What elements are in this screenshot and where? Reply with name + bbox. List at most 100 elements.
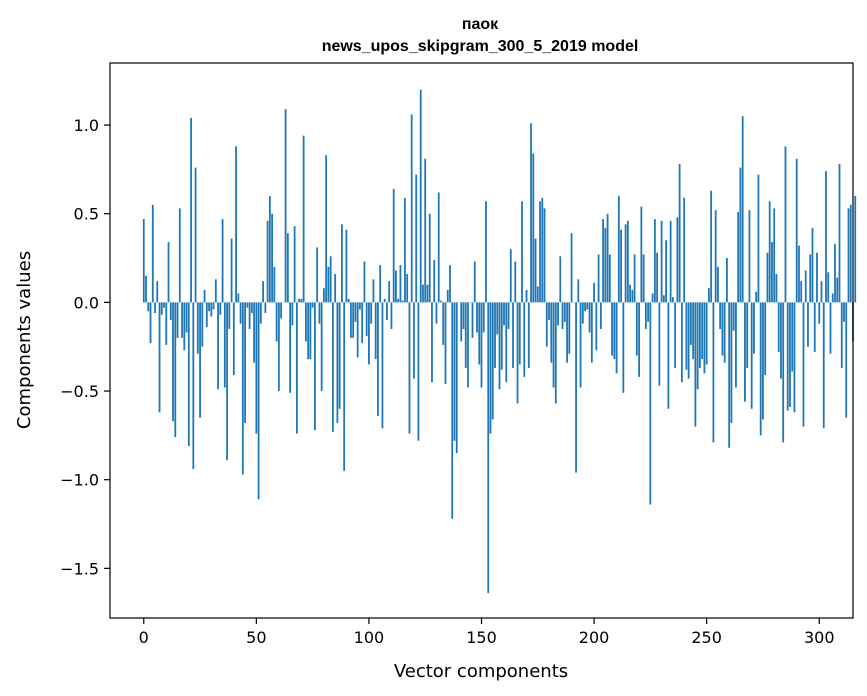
bar bbox=[338, 302, 341, 409]
bar bbox=[174, 302, 177, 438]
bar bbox=[154, 302, 156, 314]
bar bbox=[235, 146, 237, 303]
bar bbox=[219, 302, 222, 315]
bar bbox=[818, 302, 821, 324]
bar bbox=[145, 275, 147, 303]
bar bbox=[532, 153, 535, 303]
bar bbox=[741, 116, 744, 303]
bar bbox=[178, 208, 181, 303]
bar bbox=[255, 302, 258, 434]
bar bbox=[273, 266, 276, 303]
bar bbox=[496, 302, 499, 335]
y-tick-label: −1.5 bbox=[60, 559, 99, 578]
bar bbox=[597, 254, 600, 303]
bar bbox=[615, 302, 618, 374]
bar bbox=[185, 302, 188, 333]
bar bbox=[606, 213, 609, 303]
bar bbox=[804, 270, 807, 303]
bar bbox=[575, 302, 577, 473]
bar bbox=[836, 277, 839, 303]
bar bbox=[732, 302, 735, 331]
bar bbox=[834, 243, 836, 303]
bar bbox=[789, 302, 791, 407]
bar bbox=[205, 302, 208, 328]
bar bbox=[800, 281, 803, 303]
bar bbox=[473, 261, 476, 303]
bar bbox=[372, 279, 375, 303]
bar bbox=[649, 302, 652, 505]
bar bbox=[347, 298, 350, 303]
bar bbox=[160, 302, 163, 315]
x-axis: 0 50 100 150 200 250 300 bbox=[139, 618, 835, 647]
bar bbox=[388, 281, 391, 303]
bar bbox=[246, 302, 249, 308]
y-tick-label: 1.0 bbox=[74, 116, 99, 135]
bar bbox=[332, 302, 334, 432]
bar bbox=[494, 302, 496, 368]
bar bbox=[500, 302, 503, 370]
bar bbox=[604, 227, 607, 303]
bar bbox=[660, 220, 663, 303]
bar bbox=[467, 302, 469, 388]
bar bbox=[536, 286, 539, 303]
y-tick-label: 0.0 bbox=[74, 293, 99, 312]
bar bbox=[214, 279, 217, 303]
bar bbox=[570, 233, 573, 303]
bar bbox=[705, 302, 708, 365]
bar bbox=[228, 302, 231, 329]
bar bbox=[669, 220, 672, 303]
bar bbox=[361, 302, 364, 344]
bar bbox=[843, 302, 845, 322]
x-axis-label: Vector components bbox=[394, 661, 568, 682]
bar bbox=[210, 302, 213, 317]
bar bbox=[221, 219, 224, 303]
bar bbox=[642, 254, 645, 303]
bar bbox=[230, 238, 233, 303]
bar bbox=[813, 302, 816, 353]
bar bbox=[440, 300, 442, 303]
chart-title: паок bbox=[462, 16, 499, 33]
bar bbox=[563, 302, 566, 322]
bar bbox=[471, 302, 474, 338]
bar bbox=[665, 240, 668, 303]
bar bbox=[775, 274, 778, 303]
bar bbox=[816, 252, 818, 303]
bar bbox=[827, 272, 830, 303]
bar bbox=[620, 229, 622, 303]
bar bbox=[516, 302, 519, 404]
bar bbox=[163, 302, 165, 308]
bar bbox=[268, 195, 271, 303]
bar bbox=[223, 302, 226, 388]
bar bbox=[507, 302, 510, 329]
bar bbox=[644, 302, 647, 329]
bar bbox=[845, 302, 848, 418]
bar bbox=[158, 302, 161, 413]
bar bbox=[671, 297, 674, 303]
bar bbox=[577, 279, 580, 303]
bar bbox=[149, 302, 152, 344]
bar bbox=[557, 302, 559, 326]
bar bbox=[451, 302, 454, 519]
bar bbox=[849, 204, 852, 303]
bar bbox=[257, 302, 260, 500]
bar bbox=[363, 261, 366, 303]
bar bbox=[593, 282, 595, 303]
bar bbox=[311, 302, 314, 308]
bar bbox=[286, 233, 289, 303]
bar bbox=[498, 302, 501, 390]
bar bbox=[757, 174, 760, 303]
bar bbox=[491, 302, 494, 420]
bar bbox=[566, 302, 568, 363]
x-tick-label: 250 bbox=[691, 628, 722, 647]
bar bbox=[701, 302, 704, 360]
bar bbox=[777, 302, 780, 353]
bar bbox=[241, 302, 244, 475]
bar bbox=[167, 242, 170, 303]
bar bbox=[784, 146, 787, 303]
bar bbox=[172, 302, 174, 422]
bar bbox=[212, 302, 215, 310]
bar bbox=[503, 302, 505, 326]
bar bbox=[825, 171, 827, 303]
bar bbox=[307, 302, 310, 360]
bar bbox=[487, 302, 490, 594]
